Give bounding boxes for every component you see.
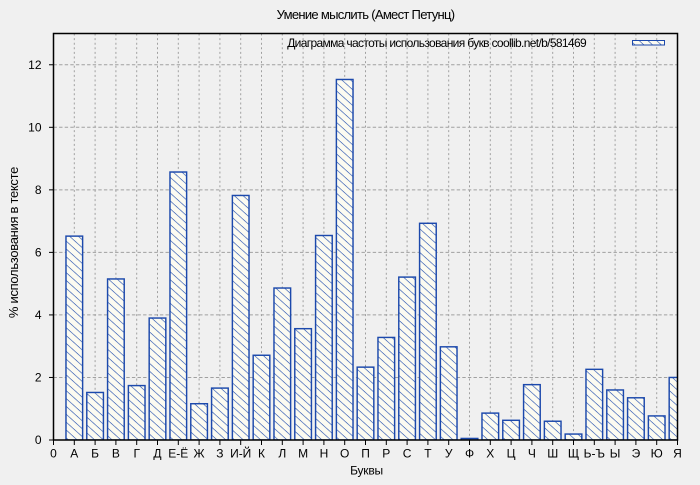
svg-text:Т: Т bbox=[424, 447, 432, 461]
svg-text:Диаграмма частоты использовани: Диаграмма частоты использования букв coo… bbox=[287, 36, 587, 50]
svg-text:К: К bbox=[258, 447, 265, 461]
svg-text:Н: Н bbox=[320, 447, 329, 461]
svg-text:З: З bbox=[216, 447, 223, 461]
svg-text:Б: Б bbox=[91, 447, 99, 461]
svg-text:Э: Э bbox=[632, 447, 641, 461]
svg-text:Ч: Ч bbox=[528, 447, 536, 461]
svg-text:Ы: Ы bbox=[610, 447, 621, 461]
svg-text:Е-Ё: Е-Ё bbox=[168, 447, 188, 461]
svg-text:Буквы: Буквы bbox=[350, 464, 383, 478]
svg-text:Ф: Ф bbox=[465, 447, 474, 461]
svg-text:У: У bbox=[445, 447, 453, 461]
svg-text:Ц: Ц bbox=[507, 447, 516, 461]
svg-text:Я: Я bbox=[673, 447, 682, 461]
svg-text:И-Й: И-Й bbox=[230, 446, 251, 461]
svg-text:В: В bbox=[112, 447, 120, 461]
svg-text:0: 0 bbox=[35, 433, 42, 447]
svg-text:А: А bbox=[70, 447, 78, 461]
svg-text:0: 0 bbox=[50, 447, 57, 461]
svg-text:Ю: Ю bbox=[651, 447, 663, 461]
svg-text:Ь-Ъ: Ь-Ъ bbox=[584, 447, 605, 461]
svg-text:П: П bbox=[361, 447, 370, 461]
svg-text:8: 8 bbox=[35, 183, 42, 197]
svg-text:Г: Г bbox=[133, 447, 140, 461]
svg-text:Р: Р bbox=[382, 447, 390, 461]
svg-text:2: 2 bbox=[35, 371, 42, 385]
svg-text:Умение мыслить (Амест Петунц): Умение мыслить (Амест Петунц) bbox=[277, 7, 455, 22]
svg-text:12: 12 bbox=[28, 58, 42, 72]
svg-text:Д: Д bbox=[153, 447, 161, 461]
svg-text:С: С bbox=[403, 447, 412, 461]
svg-text:Х: Х bbox=[486, 447, 494, 461]
svg-text:Ш: Ш bbox=[547, 447, 558, 461]
svg-text:10: 10 bbox=[28, 121, 42, 135]
svg-text:Ж: Ж bbox=[194, 447, 205, 461]
svg-text:О: О bbox=[340, 447, 349, 461]
svg-text:% использования в тексте: % использования в тексте bbox=[6, 167, 21, 318]
svg-text:Щ: Щ bbox=[568, 447, 579, 461]
svg-text:6: 6 bbox=[35, 246, 42, 260]
svg-text:4: 4 bbox=[35, 308, 42, 322]
svg-text:Л: Л bbox=[278, 447, 286, 461]
svg-text:М: М bbox=[298, 447, 308, 461]
